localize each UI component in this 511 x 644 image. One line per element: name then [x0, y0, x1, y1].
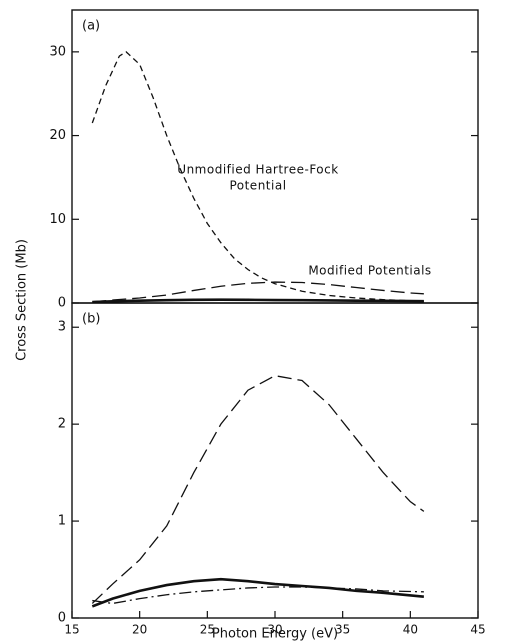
y-tick-label: 2: [58, 417, 66, 432]
annotation: Modified Potentials: [308, 264, 431, 278]
annotation: Potential: [229, 179, 286, 193]
y-axis-label: Cross Section (Mb): [15, 239, 30, 361]
panel-label: (a): [82, 19, 100, 34]
curve: [91, 375, 425, 604]
curve: [92, 586, 424, 605]
x-tick-label: 25: [200, 623, 215, 637]
annotation: Unmodified Hartree-Fock: [177, 163, 338, 177]
curve: [91, 577, 424, 608]
x-tick-label: 30: [267, 623, 282, 637]
plot-frame: [71, 9, 479, 304]
x-axis-label: Photon Energy (eV): [212, 627, 338, 642]
x-tick-label: 40: [403, 623, 418, 637]
y-tick-label: 0: [58, 611, 66, 626]
y-tick-label: 30: [49, 44, 66, 59]
y-tick-label: 10: [49, 212, 66, 227]
panel-label: (b): [82, 312, 100, 327]
y-tick-label: 0: [58, 296, 66, 311]
x-tick-label: 20: [132, 623, 147, 637]
y-tick-label: 1: [58, 514, 66, 529]
x-tick-label: 45: [470, 623, 485, 637]
x-tick-label: 15: [64, 623, 79, 637]
curve: [91, 51, 424, 302]
y-tick-label: 20: [49, 128, 66, 143]
plot-frame: [71, 302, 479, 619]
curve: [92, 281, 424, 303]
x-tick-label: 35: [335, 623, 350, 637]
curve: [92, 298, 424, 304]
y-tick-label: 3: [58, 320, 66, 335]
